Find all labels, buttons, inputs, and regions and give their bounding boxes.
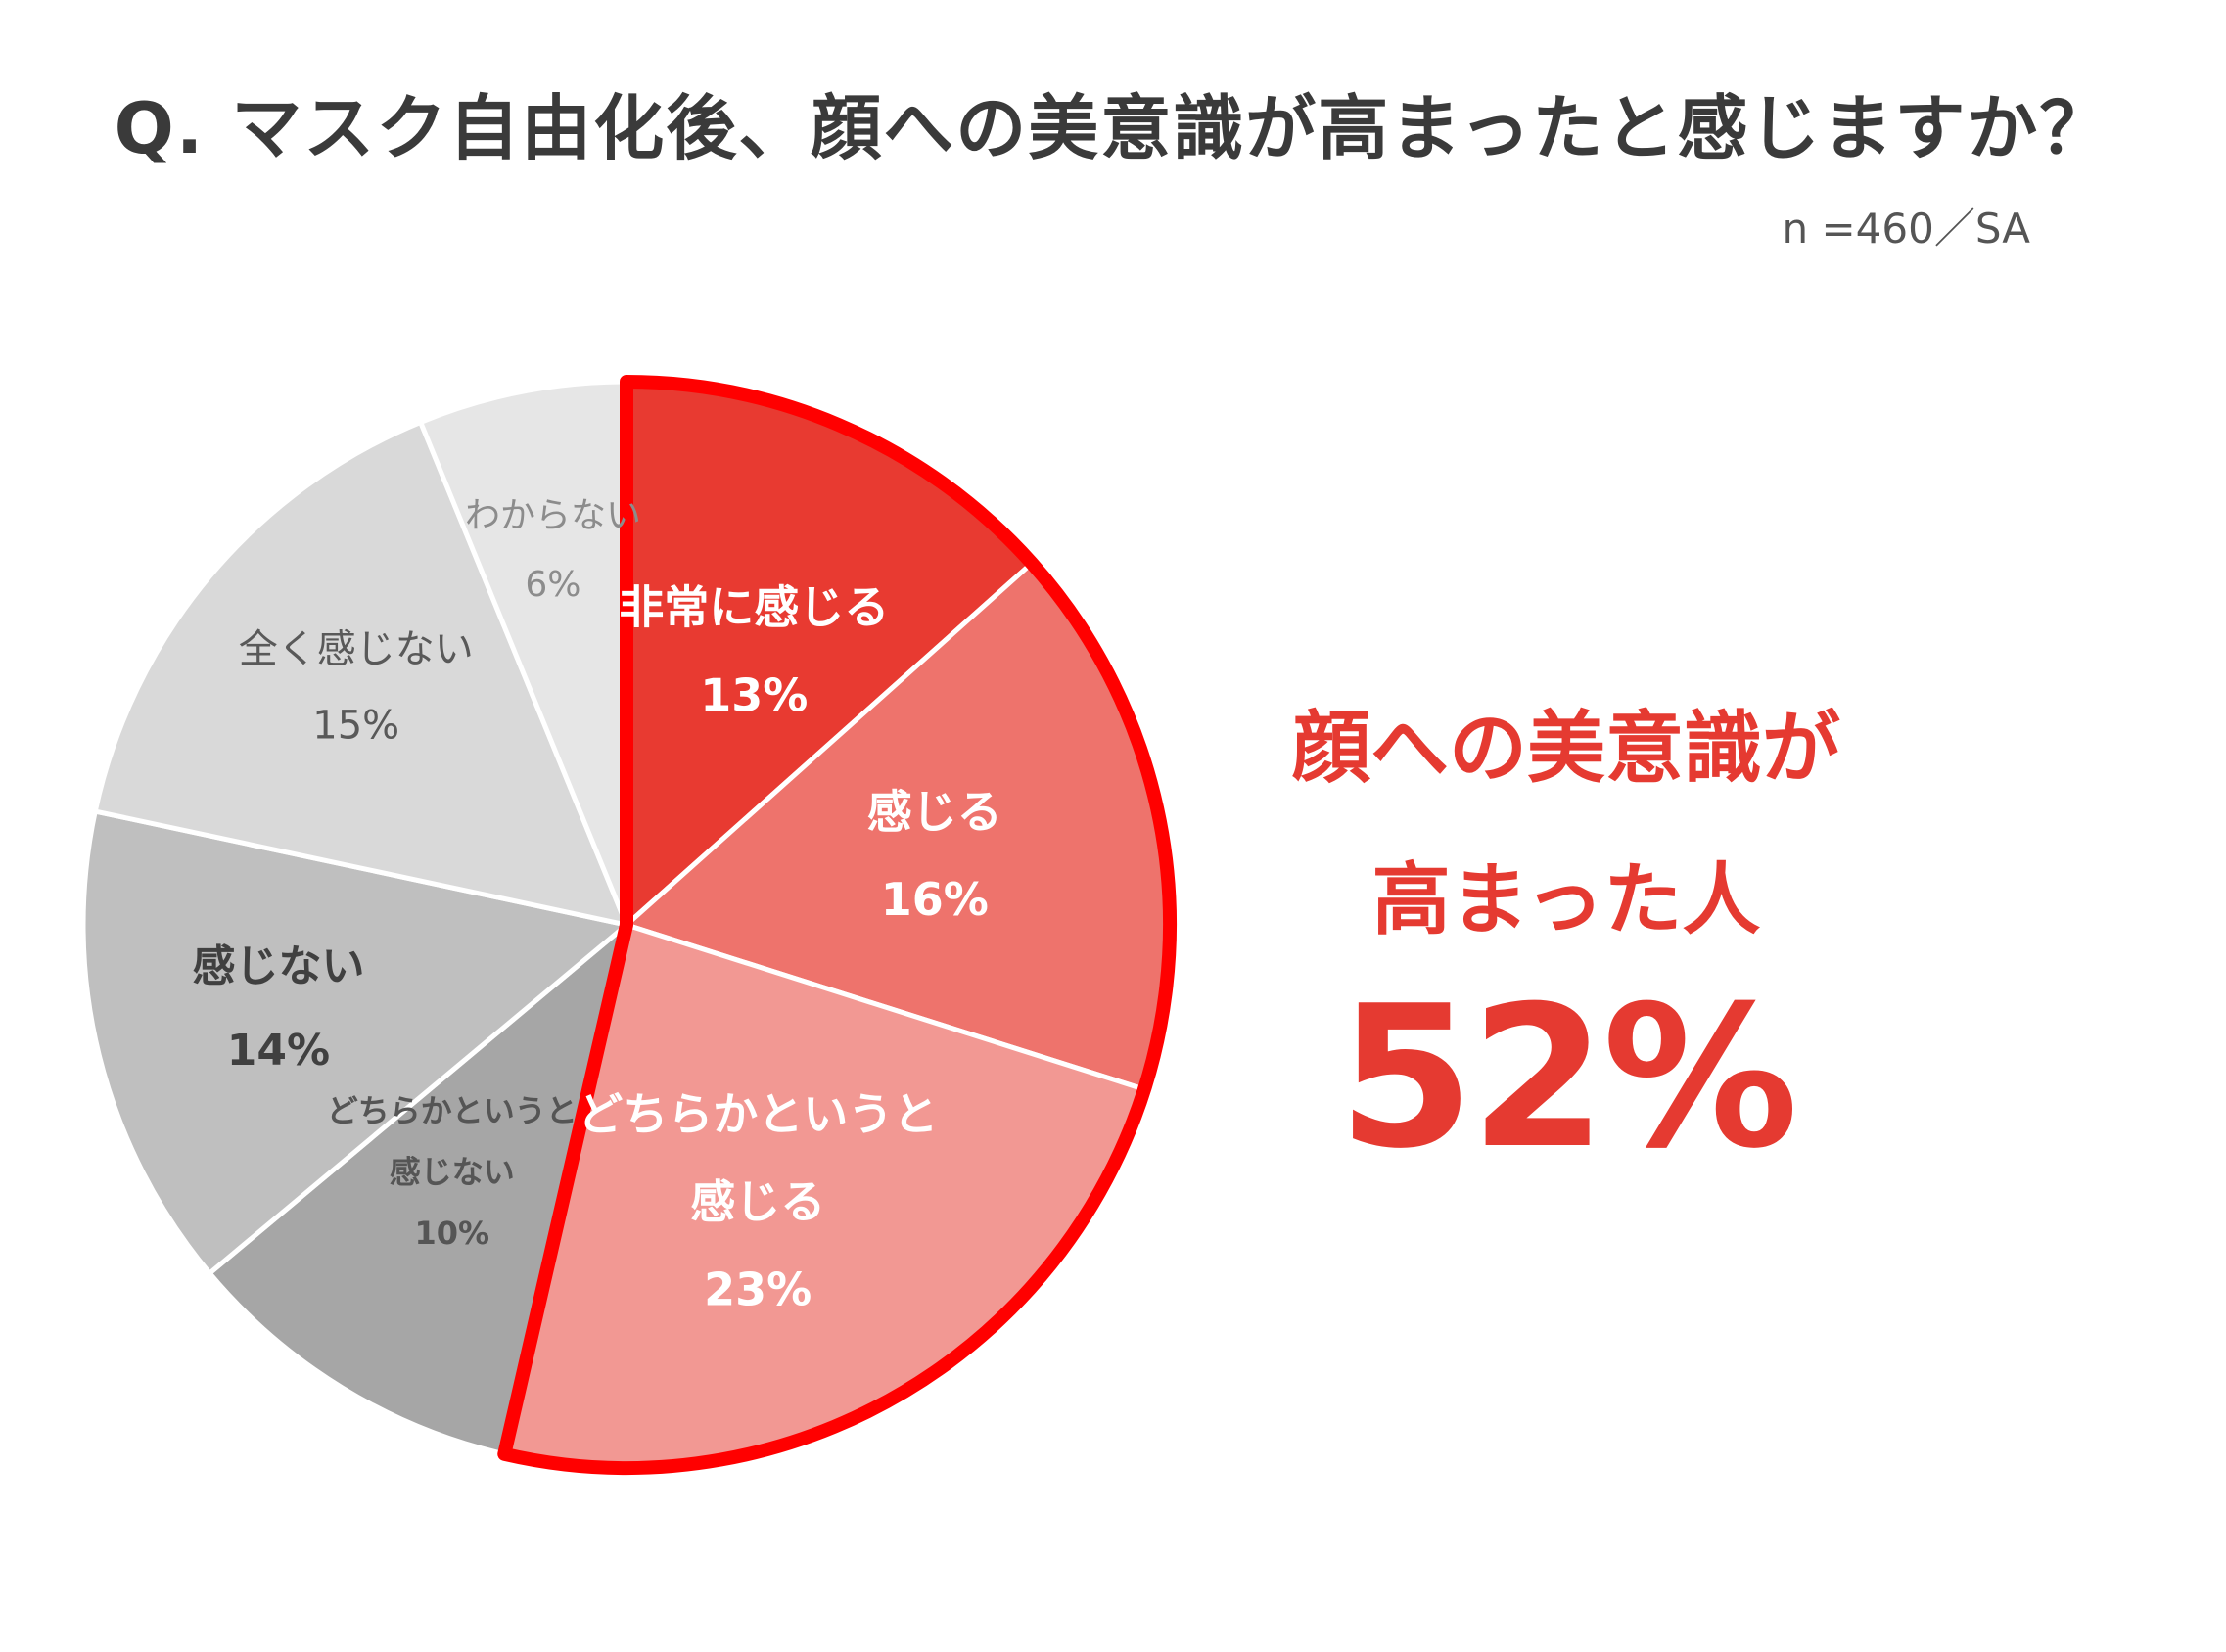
slice-category-label: わからない: [465, 496, 641, 536]
slice-value-label: 23%: [704, 1263, 812, 1316]
highlight-outline: [497, 375, 1177, 1475]
callout-line-1: 顔への美意識が: [1292, 703, 1840, 794]
slice-category-label: 感じない: [192, 941, 364, 991]
slice-value-label: 10%: [415, 1215, 490, 1252]
chart-title: Q. マスク自由化後、顔への美意識が高まったと感じますか？: [114, 87, 2112, 169]
callout-percentage: 52%: [1337, 964, 1799, 1192]
callout-line-2: 高まった人: [1371, 854, 1761, 945]
sample-size-note: n =460／SA: [1782, 205, 2031, 252]
pie-slice-5: [80, 808, 632, 1277]
slice-value-label: 15%: [312, 703, 399, 748]
slice-value-label: 6%: [525, 565, 580, 605]
slice-value-label: 13%: [700, 668, 808, 721]
pie-slice-7: [417, 379, 629, 926]
slice-category-label: どちらかというと: [578, 1087, 938, 1140]
slice-category-label: 感じる: [867, 785, 1002, 838]
slice-category-label: どちらかというと: [327, 1092, 578, 1129]
slice-category-label: 感じない: [390, 1154, 515, 1191]
slice-value-label: 14%: [227, 1026, 330, 1076]
slice-category-label: 全く感じない: [239, 626, 474, 671]
slice-category-label: 感じる: [690, 1175, 825, 1228]
slice-value-label: 16%: [881, 873, 989, 926]
pie-slice-6: [92, 419, 631, 929]
slice-category-label: 非常に感じる: [619, 581, 889, 634]
pie-slice-4: [206, 918, 631, 1457]
